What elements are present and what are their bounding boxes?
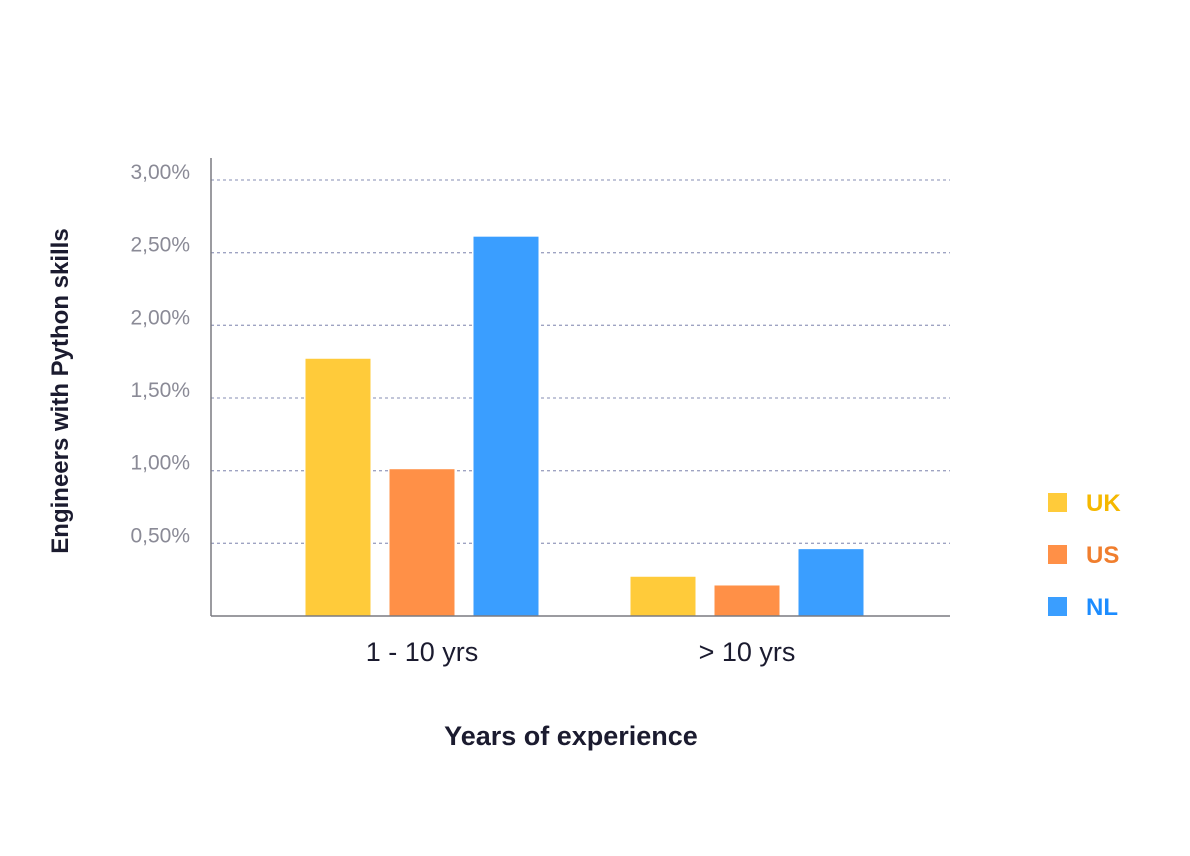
y-tick-label: 0,50% [130, 524, 190, 547]
x-tick-label: > 10 yrs [699, 637, 796, 667]
legend-label-uk: UK [1086, 490, 1121, 517]
y-tick-label: 3,00% [130, 161, 190, 184]
legend-label-us: US [1086, 542, 1119, 569]
legend: UK US NL [1048, 490, 1121, 621]
legend-label-nl: NL [1086, 594, 1118, 621]
y-tick-label: 2,00% [130, 306, 190, 329]
x-axis-title: Years of experience [444, 721, 698, 751]
bar-uk [305, 358, 371, 616]
legend-swatch-uk [1048, 493, 1067, 512]
axes [210, 158, 950, 617]
y-tick-labels: 0,50% 1,00% 1,50% 2,00% 2,50% 3,00% [130, 161, 190, 547]
bar-nl [798, 549, 864, 616]
x-tick-labels: 1 - 10 yrs > 10 yrs [366, 637, 796, 667]
bar-uk [630, 576, 696, 616]
bars [305, 236, 864, 616]
bar-nl [473, 236, 539, 616]
y-tick-label: 1,00% [130, 452, 190, 475]
bar-us [389, 469, 455, 616]
legend-swatch-nl [1048, 597, 1067, 616]
legend-swatch-us [1048, 545, 1067, 564]
y-tick-label: 1,50% [130, 379, 190, 402]
bar-us [714, 585, 780, 616]
y-tick-label: 2,50% [130, 234, 190, 257]
y-axis-title: Engineers with Python skills [47, 228, 74, 553]
x-tick-label: 1 - 10 yrs [366, 637, 479, 667]
